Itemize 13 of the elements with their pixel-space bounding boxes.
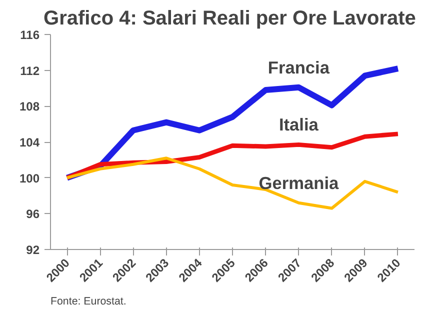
y-tick-label: 108	[19, 100, 40, 114]
chart-title: Grafico 4: Salari Reali per Ore Lavorate	[44, 8, 416, 30]
y-tick-label: 92	[26, 243, 40, 257]
y-tick-label: 100	[19, 171, 40, 186]
y-tick-label: 112	[20, 64, 40, 78]
y-tick-label: 96	[26, 207, 40, 222]
series-label: Italia	[278, 114, 319, 135]
y-tick-label: 104	[19, 136, 40, 150]
series-label: Francia	[268, 57, 330, 78]
source-note: Fonte: Eurostat.	[50, 296, 126, 308]
y-tick-label: 116	[20, 28, 40, 42]
line-series	[66, 156, 400, 210]
series-label: Germania	[258, 172, 340, 193]
